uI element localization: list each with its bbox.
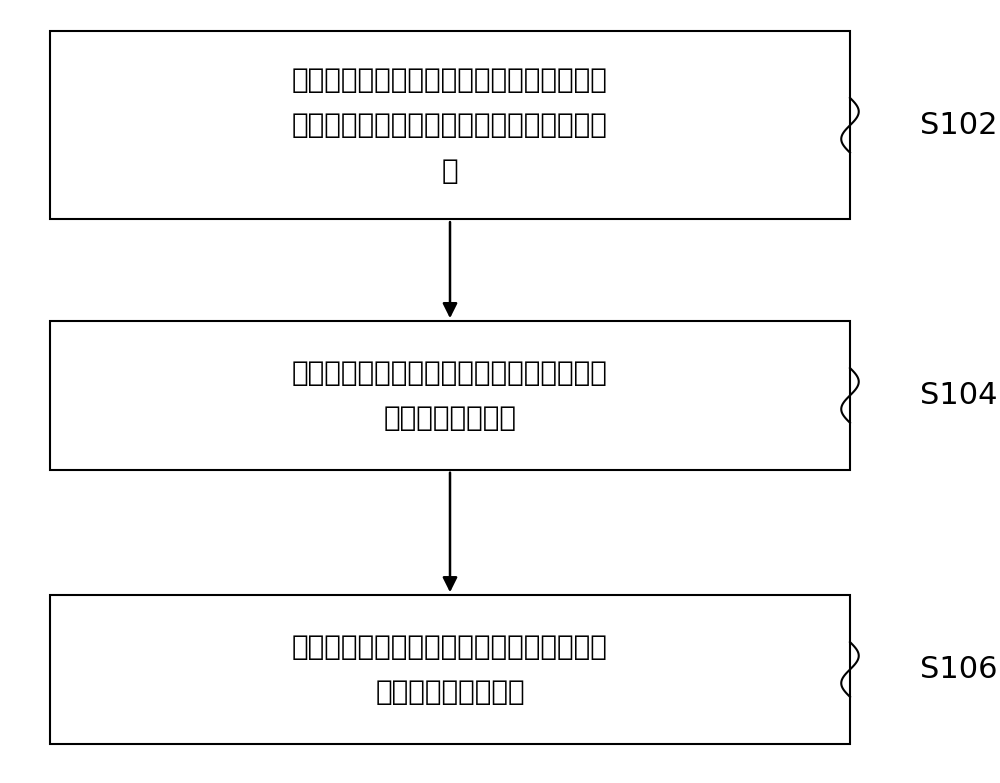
Bar (50, 31, 850, 219)
Bar (50, 321, 850, 470)
Text: 在获取到第一识别信息之后，检测第一识别
信息是否满足与第一识别信息对应的触发条
件: 在获取到第一识别信息之后，检测第一识别 信息是否满足与第一识别信息对应的触发条 … (292, 66, 608, 185)
Bar (50, 595, 850, 744)
Text: 对第二识别信息进行识别，得到与第二识别
信息对应的控制信息: 对第二识别信息进行识别，得到与第二识别 信息对应的控制信息 (292, 633, 608, 706)
Text: 如果检测到第一识别信息满足触发条件，则
获取第二识别信息: 如果检测到第一识别信息满足触发条件，则 获取第二识别信息 (292, 359, 608, 432)
Text: S104: S104 (920, 381, 998, 410)
Text: S106: S106 (920, 655, 998, 684)
Text: S102: S102 (920, 110, 998, 140)
